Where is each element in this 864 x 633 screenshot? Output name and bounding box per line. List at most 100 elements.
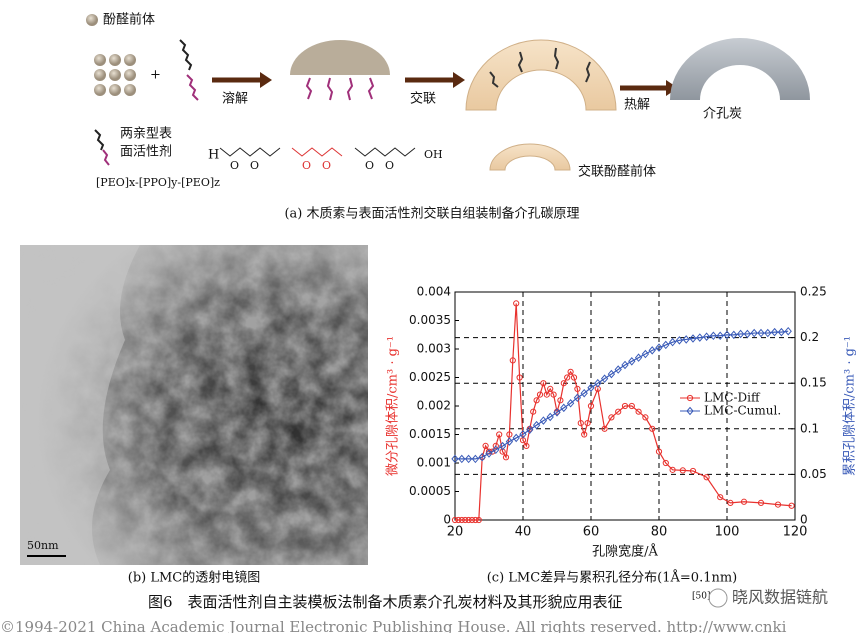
point xyxy=(788,502,795,509)
tem-background xyxy=(20,245,140,565)
point xyxy=(464,454,473,464)
point xyxy=(516,374,523,381)
point xyxy=(485,449,493,458)
point xyxy=(458,454,466,464)
point xyxy=(587,383,595,393)
micelle-tails xyxy=(305,77,375,101)
point xyxy=(536,391,544,398)
point xyxy=(600,374,609,383)
point xyxy=(717,494,724,501)
point xyxy=(530,408,537,415)
point xyxy=(513,300,520,307)
point xyxy=(547,385,554,392)
point xyxy=(472,516,479,524)
mesoporous-carbon xyxy=(670,38,810,100)
point xyxy=(750,328,758,338)
y-tick-label: 0.001 xyxy=(417,456,451,470)
point xyxy=(614,365,622,374)
point xyxy=(740,498,748,505)
formula-atom: O xyxy=(230,159,239,172)
point xyxy=(468,516,476,524)
point xyxy=(777,327,786,337)
x-tick-label: 80 xyxy=(651,525,668,540)
point xyxy=(587,402,595,410)
point xyxy=(615,408,622,415)
point xyxy=(570,374,578,381)
y2-tick-label: 0.05 xyxy=(800,467,827,481)
point xyxy=(743,329,752,339)
point xyxy=(539,416,548,425)
point xyxy=(757,499,765,506)
point xyxy=(567,368,574,375)
point xyxy=(533,397,540,404)
precursor-icon xyxy=(86,14,98,26)
point xyxy=(475,516,482,524)
point xyxy=(560,380,567,387)
crosslinked-icon xyxy=(489,143,571,171)
point xyxy=(675,336,684,345)
point xyxy=(574,385,581,392)
point xyxy=(523,442,530,449)
point xyxy=(519,430,527,439)
y2-tick-label: 0 xyxy=(800,513,808,527)
y-tick-label: 0.0025 xyxy=(409,370,451,384)
formula-atom: O xyxy=(365,159,374,172)
point xyxy=(557,397,564,404)
point xyxy=(492,445,500,455)
scale-label: 50nm xyxy=(27,539,59,552)
point xyxy=(492,442,499,449)
point xyxy=(648,346,656,355)
step-label: 溶解 xyxy=(222,92,248,107)
point xyxy=(553,408,561,417)
point xyxy=(621,360,629,370)
y-tick-label: 0.0015 xyxy=(409,427,451,441)
surfactant xyxy=(186,74,199,101)
point xyxy=(560,403,568,413)
figure-caption: 图6 表面活性剂自主装模板法制备木质素介孔炭材料及其形貌应用表征 xyxy=(148,593,623,611)
point xyxy=(526,425,534,434)
surfactant-icon xyxy=(94,129,105,151)
crosslinked-dome xyxy=(465,39,617,111)
formula-chain xyxy=(219,147,281,157)
point xyxy=(727,499,734,506)
point xyxy=(689,467,697,475)
y-tick-label: 0.0035 xyxy=(409,313,451,327)
arrow xyxy=(453,72,465,88)
point xyxy=(642,414,649,421)
y2-axis-label: 累积孔隙体积/cm³ · g⁻¹ xyxy=(843,336,858,476)
point xyxy=(482,442,489,449)
panel-a: 酚醛前体 + 溶解 交联 热解 介孔炭 两亲型表 面活性剂 [PEO]x-[PP… xyxy=(86,12,810,222)
point xyxy=(679,467,686,474)
y-tick-label: 0.003 xyxy=(417,342,451,356)
x-tick-label: 100 xyxy=(715,525,740,540)
point xyxy=(702,332,711,341)
point xyxy=(498,441,507,451)
panel-b: 50nm (b) LMC的透射电镜图 xyxy=(20,245,368,586)
panel-c: 20 40 60 80 100 12000.00050.0010.00150.0020.0… xyxy=(386,285,858,560)
point xyxy=(669,466,676,473)
point xyxy=(451,454,459,464)
point xyxy=(655,448,663,455)
formula-chain xyxy=(291,147,343,157)
point xyxy=(502,454,510,461)
legend-marker xyxy=(686,406,694,416)
point xyxy=(509,357,516,364)
y-tick-label: 0 xyxy=(443,513,451,527)
point xyxy=(577,420,584,427)
point xyxy=(550,391,557,398)
point xyxy=(471,454,480,464)
point xyxy=(696,333,704,342)
caption-a: (a) 木质素与表面活性剂交联自组装制备介孔碳原理 xyxy=(284,206,579,222)
y-tick-label: 0.004 xyxy=(417,285,451,299)
point xyxy=(506,431,513,438)
x-tick-label: 120 xyxy=(783,525,808,540)
footer: ©1994-2021 China Academic Journal Electr… xyxy=(0,618,787,633)
y2-tick-label: 0.2 xyxy=(800,330,819,344)
x-tick-label: 20 xyxy=(447,525,464,540)
point xyxy=(594,378,602,388)
watermark: 晓风数据链航 xyxy=(732,588,828,607)
point xyxy=(581,431,588,438)
point xyxy=(736,329,745,339)
point xyxy=(662,340,670,350)
